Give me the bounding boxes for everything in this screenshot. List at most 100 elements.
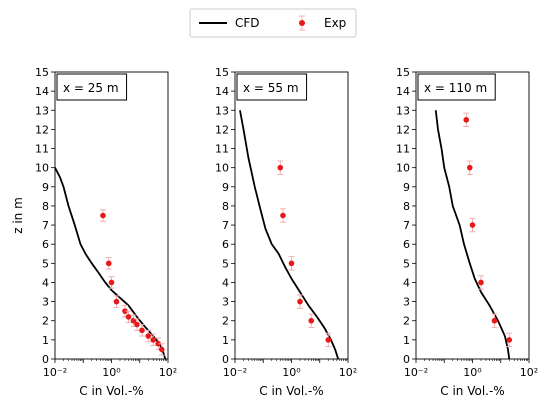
exp-point (150, 337, 157, 343)
y-tick-label: 9 (403, 181, 410, 194)
y-tick-label: 12 (35, 123, 49, 136)
exp-point (325, 337, 332, 343)
exp-point (463, 117, 470, 123)
exp-point (130, 317, 137, 324)
exp-point (277, 164, 284, 171)
x-tick-label: 10² (159, 366, 177, 379)
y-tick-label: 9 (42, 181, 49, 194)
y-tick-label: 13 (35, 104, 49, 117)
exp-point (158, 346, 165, 353)
y-tick-label: 9 (222, 181, 229, 194)
legend-frame (189, 8, 357, 38)
y-tick-label: 7 (42, 219, 49, 232)
y-tick-label: 14 (215, 85, 229, 98)
y-tick-label: 1 (222, 334, 229, 347)
legend-exp-marker (299, 20, 305, 26)
y-tick-label: 12 (396, 123, 410, 136)
legend-cfd-label: CFD (235, 16, 260, 30)
y-tick-label: 10 (215, 162, 229, 175)
y-tick-label: 7 (222, 219, 229, 232)
exp-point (297, 298, 303, 305)
y-tick-label: 1 (42, 334, 49, 347)
y-tick-label: 2 (403, 315, 410, 328)
y-tick-label: 0 (222, 353, 229, 366)
exp-point (108, 279, 115, 286)
y-tick-label: 15 (396, 66, 410, 79)
annotation-label: x = 25 m (63, 81, 119, 95)
y-tick-label: 15 (35, 66, 49, 79)
y-axis-label: z in m (11, 197, 25, 234)
y-tick-label: 13 (215, 104, 229, 117)
cfd-line (434, 110, 511, 360)
y-tick-label: 14 (396, 85, 410, 98)
annotation-box (236, 73, 308, 101)
y-tick-label: 0 (403, 353, 410, 366)
y-tick-label: 10 (396, 162, 410, 175)
y-tick-label: 14 (35, 85, 49, 98)
y-tick-label: 3 (403, 296, 410, 309)
annotation-box (417, 73, 496, 101)
x-tick-label: 10² (520, 366, 538, 379)
x-tick-label: 10⁻² (223, 366, 247, 379)
y-tick-label: 11 (396, 143, 410, 156)
legend-exp-label: Exp (324, 16, 346, 30)
exp-point (469, 222, 476, 228)
annotation-label: x = 55 m (243, 81, 299, 95)
y-tick-label: 2 (222, 315, 229, 328)
exp-point (491, 317, 498, 324)
y-tick-label: 6 (222, 238, 229, 251)
x-tick-label: 10⁰ (282, 366, 301, 379)
axes-frame (415, 71, 530, 360)
y-tick-label: 2 (42, 315, 49, 328)
exp-point (122, 308, 128, 314)
x-tick-label: 10⁰ (463, 366, 482, 379)
exp-point (105, 260, 112, 267)
x-tick-label: 10² (339, 366, 357, 379)
y-tick-label: 8 (222, 200, 229, 213)
y-tick-label: 6 (42, 238, 49, 251)
axes-frame (234, 71, 349, 360)
exp-point (466, 164, 473, 171)
exp-point (145, 333, 152, 339)
exp-point (155, 340, 162, 347)
y-tick-label: 0 (42, 353, 49, 366)
x-tick-label: 10⁰ (102, 366, 121, 379)
exp-point (125, 314, 132, 320)
y-tick-label: 7 (403, 219, 410, 232)
exp-point (308, 317, 315, 324)
exp-point (100, 212, 106, 219)
exp-point (506, 337, 513, 343)
exp-point (288, 260, 295, 267)
y-tick-label: 4 (222, 276, 229, 289)
y-tick-label: 5 (42, 257, 49, 270)
y-tick-label: 4 (403, 276, 410, 289)
y-tick-label: 10 (35, 162, 49, 175)
exp-point (113, 298, 120, 305)
y-tick-label: 15 (215, 66, 229, 79)
annotation-label: x = 110 m (424, 81, 487, 95)
x-axis-label: C in Vol.-% (440, 384, 504, 398)
legend: CFD Exp (189, 8, 357, 38)
y-tick-label: 12 (215, 123, 229, 136)
annotation-box (56, 73, 128, 101)
exp-point (134, 321, 140, 328)
x-axis-label: C in Vol.-% (259, 384, 323, 398)
cfd-line (239, 110, 340, 360)
y-tick-label: 13 (396, 104, 410, 117)
y-tick-label: 11 (35, 143, 49, 156)
y-tick-label: 6 (403, 238, 410, 251)
x-tick-label: 10⁻² (43, 366, 67, 379)
y-tick-label: 11 (215, 143, 229, 156)
y-tick-label: 8 (42, 200, 49, 213)
exp-point (478, 279, 484, 286)
y-tick-label: 4 (42, 276, 49, 289)
x-axis-label: C in Vol.-% (79, 384, 143, 398)
exp-point (280, 212, 286, 219)
y-tick-label: 3 (42, 296, 49, 309)
y-tick-label: 1 (403, 334, 410, 347)
y-tick-label: 5 (222, 257, 229, 270)
